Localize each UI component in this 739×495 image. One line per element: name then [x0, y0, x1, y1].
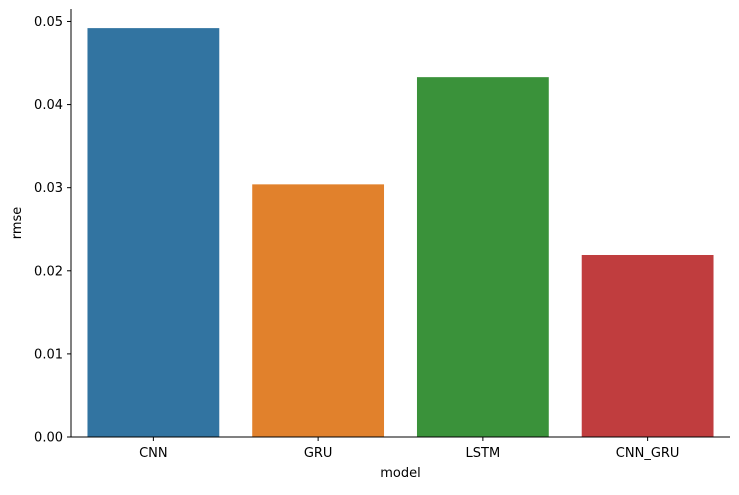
bar-gru — [252, 184, 385, 437]
bar-cnn — [87, 28, 220, 437]
x-tick-label: GRU — [304, 446, 333, 461]
bars-group — [87, 28, 714, 437]
y-axis-ticks: 0.00 0.01 0.02 0.03 0.04 0.05 — [34, 15, 71, 446]
y-tick-label: 0.05 — [34, 15, 63, 30]
x-tick-label: LSTM — [466, 446, 501, 461]
y-tick-label: 0.00 — [34, 431, 63, 446]
y-tick-label: 0.04 — [34, 98, 63, 113]
y-axis-label: rmse — [10, 207, 25, 240]
x-tick-label: CNN_GRU — [616, 446, 680, 461]
x-tick-label: CNN — [139, 446, 168, 461]
y-tick-label: 0.01 — [34, 347, 63, 362]
x-axis-label: model — [380, 466, 420, 481]
x-axis-ticks: CNN GRU LSTM CNN_GRU — [139, 437, 679, 461]
y-tick-label: 0.03 — [34, 181, 63, 196]
y-tick-label: 0.02 — [34, 264, 63, 279]
bar-lstm — [416, 77, 549, 437]
bar-cnn-gru — [581, 254, 714, 437]
